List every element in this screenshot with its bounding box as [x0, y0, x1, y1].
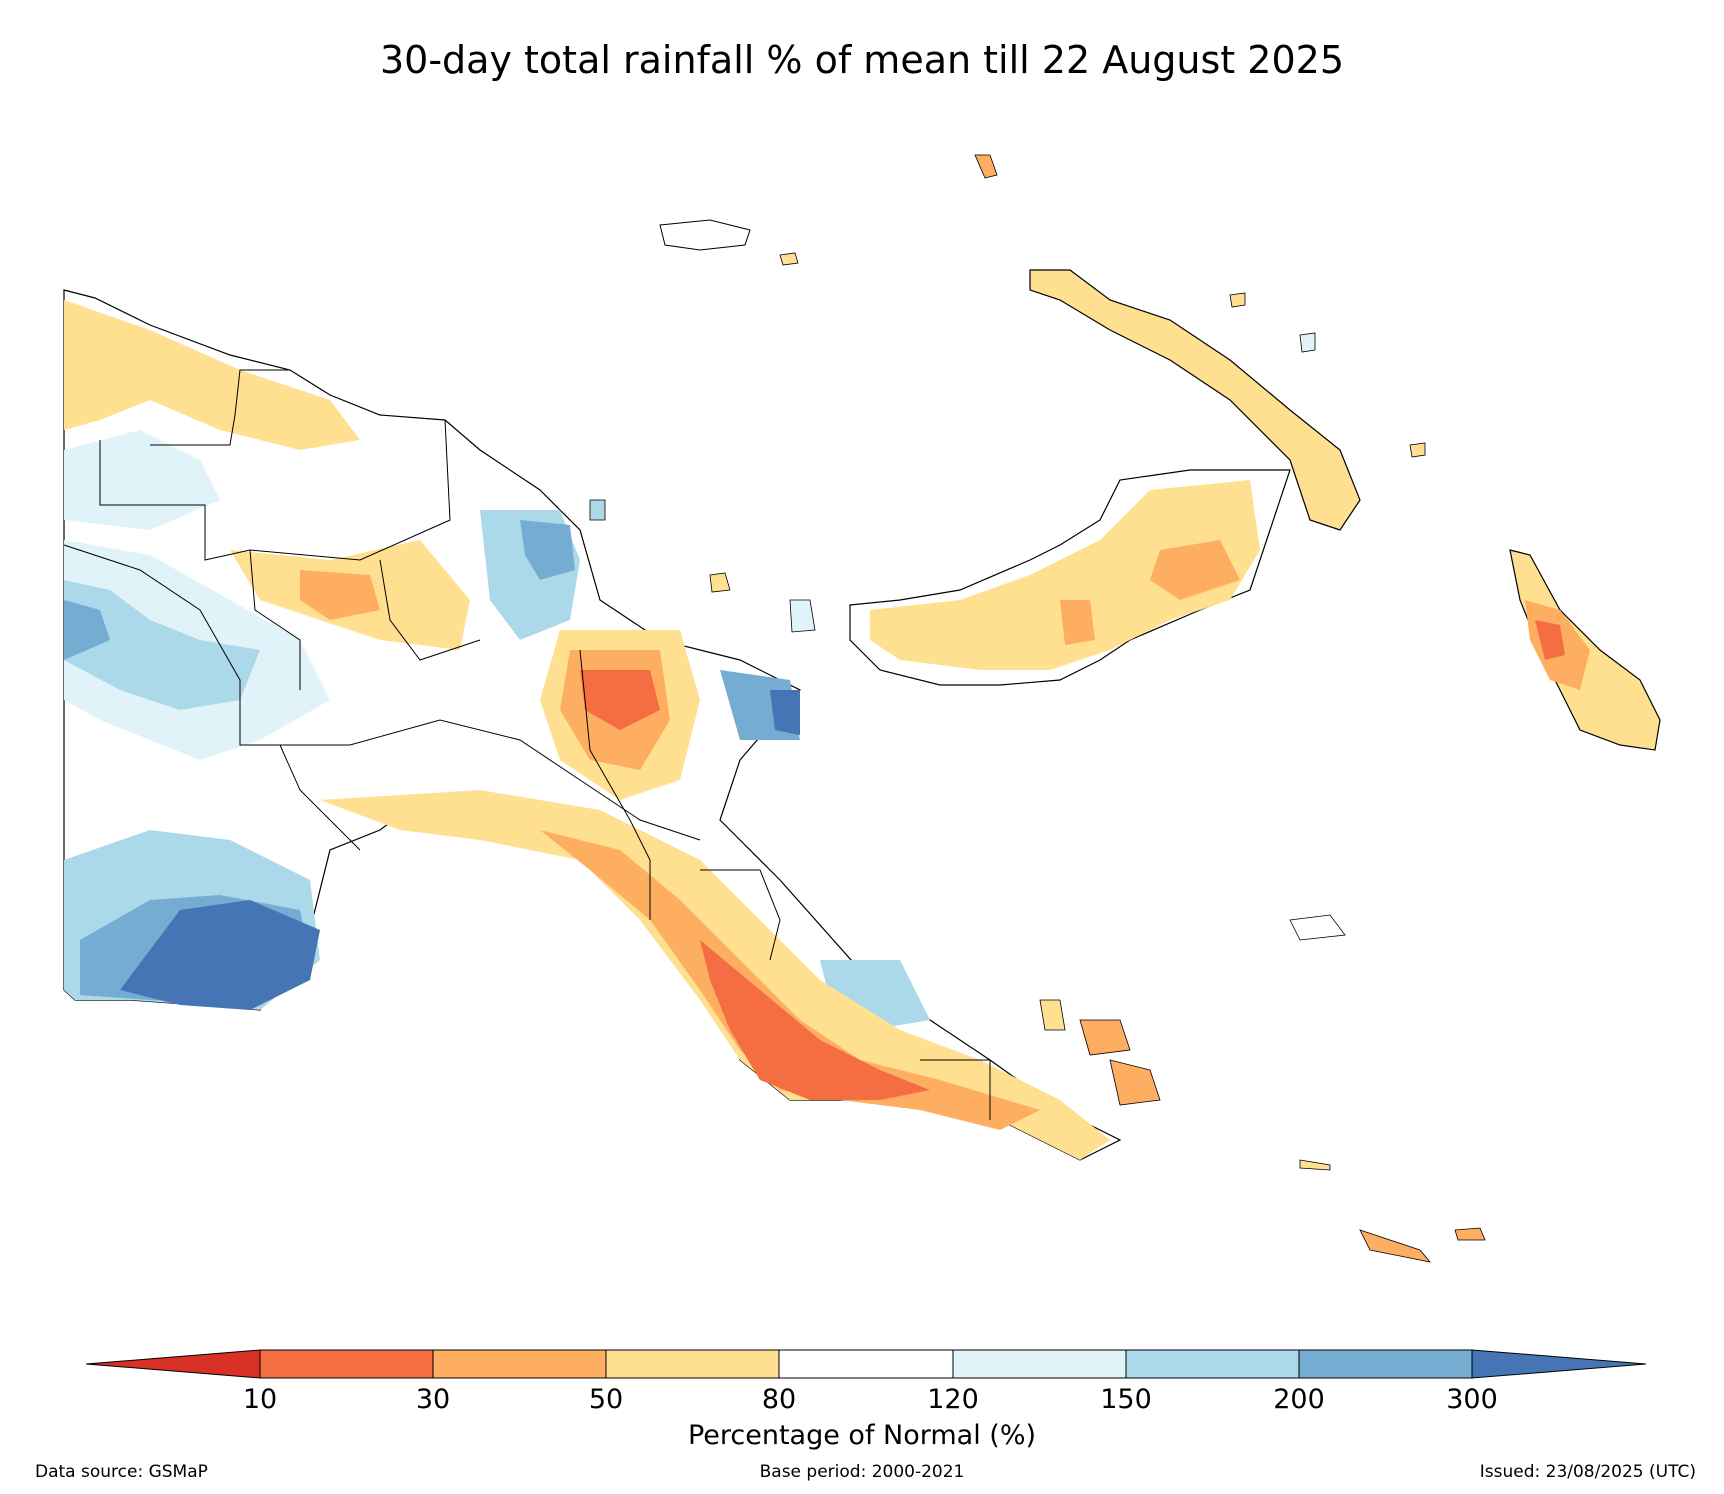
- colorbar-tick-50: 50: [588, 1384, 624, 1415]
- province-boundaries: [63, 369, 991, 1120]
- colorbar-segment-150-200: [1125, 1349, 1300, 1379]
- colorbar-segment-120-150: [952, 1349, 1127, 1379]
- colorbar-segment-200-300: [1298, 1349, 1473, 1379]
- colorbar-segment-10-30: [259, 1349, 434, 1379]
- southwest-darkblue-zone: [120, 900, 320, 1010]
- manus-island: [659, 219, 799, 266]
- colorbar-segment-50-80: [605, 1349, 780, 1379]
- colorbar-tick-300: 300: [1446, 1384, 1498, 1415]
- small-islands: [589, 154, 1486, 1263]
- mainland: [63, 289, 1122, 1161]
- colorbar-tick-120: 120: [927, 1384, 979, 1415]
- colorbar: [85, 1349, 1647, 1379]
- data-source-note: Data source: GSMaP: [35, 1462, 208, 1482]
- bougainville: [1509, 549, 1661, 751]
- south-coast-orange-zone: [540, 830, 1040, 1130]
- madang-darkblue-zone: [770, 690, 800, 735]
- colorbar-extend-high: [1471, 1349, 1647, 1379]
- colorbar-tick-80: 80: [761, 1384, 797, 1415]
- colorbar-tick-30: 30: [415, 1384, 451, 1415]
- colorbar-label: Percentage of Normal (%): [687, 1420, 1037, 1451]
- colorbar-segment-30-50: [432, 1349, 607, 1379]
- south-coast-red-zone: [700, 940, 930, 1100]
- west-midblue-zone: [64, 600, 110, 660]
- north-coast-yellow-zone: [64, 300, 360, 450]
- ramu-red-zone: [580, 670, 660, 730]
- colorbar-extend-low: [85, 1349, 261, 1379]
- colorbar-tick-150: 150: [1100, 1384, 1152, 1415]
- sepik-darkblue-zone: [520, 520, 575, 580]
- issued-note: Issued: 23/08/2025 (UTC): [1479, 1462, 1696, 1482]
- base-period-note: Base period: 2000-2021: [759, 1462, 965, 1482]
- colorbar-segment-80-120: [778, 1349, 954, 1379]
- highlands-orange-zone: [300, 570, 380, 620]
- west-blue-zone: [64, 580, 260, 710]
- colorbar-tick-10: 10: [242, 1384, 278, 1415]
- new-ireland: [1029, 269, 1361, 531]
- new-britain: [849, 469, 1291, 686]
- colorbar-tick-200: 200: [1273, 1384, 1325, 1415]
- map-title: 30-day total rainfall % of mean till 22 …: [379, 38, 1344, 82]
